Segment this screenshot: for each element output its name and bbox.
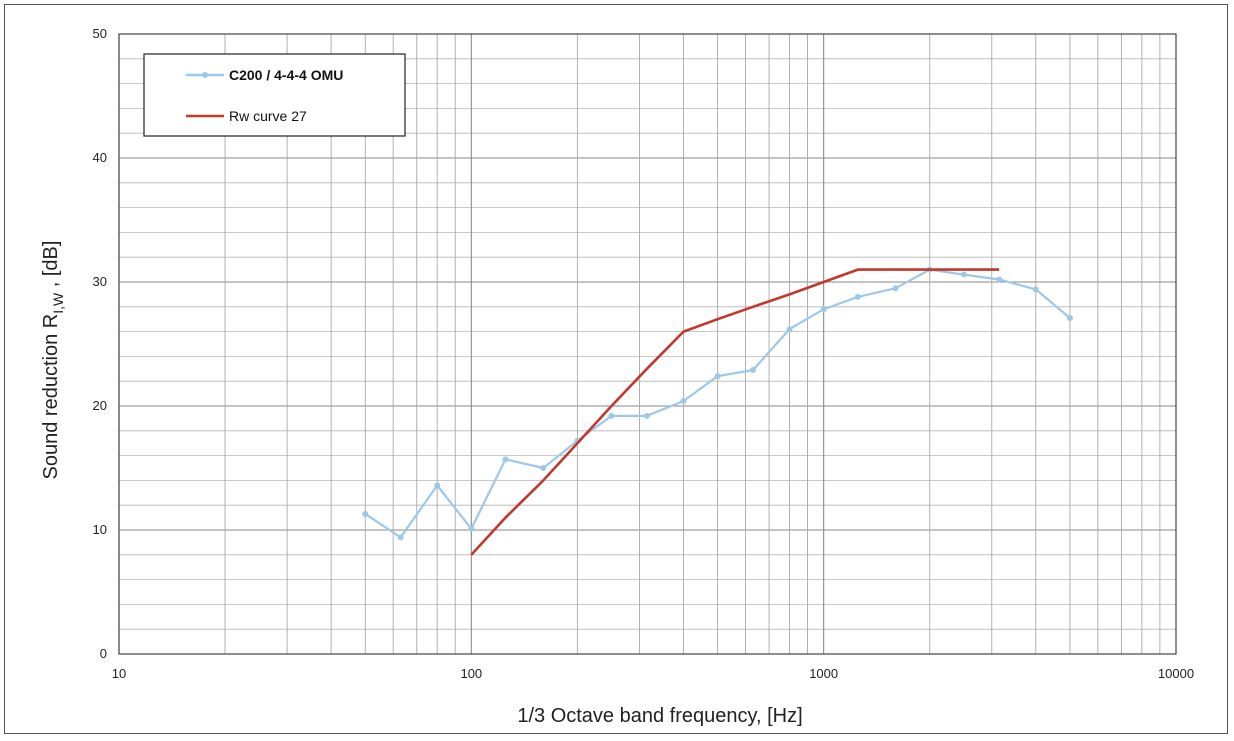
- chart-frame: 10 100 1000 10000 0 10 20 30 40 50 C200 / 4-4-4 O…: [4, 4, 1228, 734]
- data-point: [786, 326, 793, 333]
- data-point: [434, 482, 441, 489]
- x-tick-label: 10: [112, 666, 126, 681]
- legend-box: [143, 53, 406, 137]
- data-point: [502, 456, 509, 463]
- data-point: [714, 373, 721, 380]
- data-point: [854, 293, 861, 300]
- legend: C200 / 4-4-4 OMU Rw curve 27: [143, 53, 406, 137]
- x-tick-label: 100: [460, 666, 482, 681]
- data-point: [540, 465, 547, 471]
- data-point: [892, 285, 899, 292]
- series-1: [362, 266, 1073, 541]
- legend-marker-series-1: [202, 72, 208, 78]
- series-2: [470, 268, 1000, 556]
- y-axis-title-subscript: I,W: [50, 292, 66, 314]
- plot-border: [118, 33, 1177, 655]
- data-point: [643, 412, 650, 419]
- y-axis-title-unit: , [dB]: [40, 241, 62, 293]
- y-tick-label: 30: [93, 274, 107, 289]
- y-tick-label: 0: [100, 646, 107, 661]
- legend-label-series-2: Rw curve 27: [229, 108, 307, 124]
- series-layer: [362, 266, 1073, 556]
- data-point: [996, 276, 1003, 283]
- data-point: [680, 398, 687, 405]
- data-point: [362, 510, 369, 517]
- y-axis-title: Sound reduction RI,W , [dB]: [40, 241, 66, 480]
- y-tick-label: 40: [93, 150, 107, 165]
- data-point: [1066, 314, 1073, 321]
- y-tick-label: 20: [93, 398, 107, 413]
- legend-label-series-1: C200 / 4-4-4 OMU: [229, 67, 343, 83]
- x-tick-label: 1000: [809, 666, 838, 681]
- x-tick-label: 10000: [1158, 666, 1194, 681]
- y-axis-title-main: Sound reduction R: [40, 314, 62, 480]
- data-point: [468, 525, 475, 532]
- data-point: [397, 534, 404, 541]
- data-point: [960, 271, 967, 278]
- data-point: [608, 412, 615, 419]
- grid: [118, 33, 1176, 655]
- tick-labels: 10 100 1000 10000 0 10 20 30 40 50: [93, 26, 1195, 681]
- data-point: [749, 367, 756, 374]
- x-axis-title: 1/3 Octave band frequency, [Hz]: [517, 705, 802, 727]
- sound-reduction-chart: 10 100 1000 10000 0 10 20 30 40 50 C200 / 4-4-4 O…: [40, 26, 1195, 727]
- series-line-2: [470, 268, 1000, 556]
- data-point: [820, 306, 827, 313]
- y-tick-label: 50: [93, 26, 107, 41]
- data-point: [1032, 286, 1039, 293]
- y-tick-label: 10: [93, 522, 107, 537]
